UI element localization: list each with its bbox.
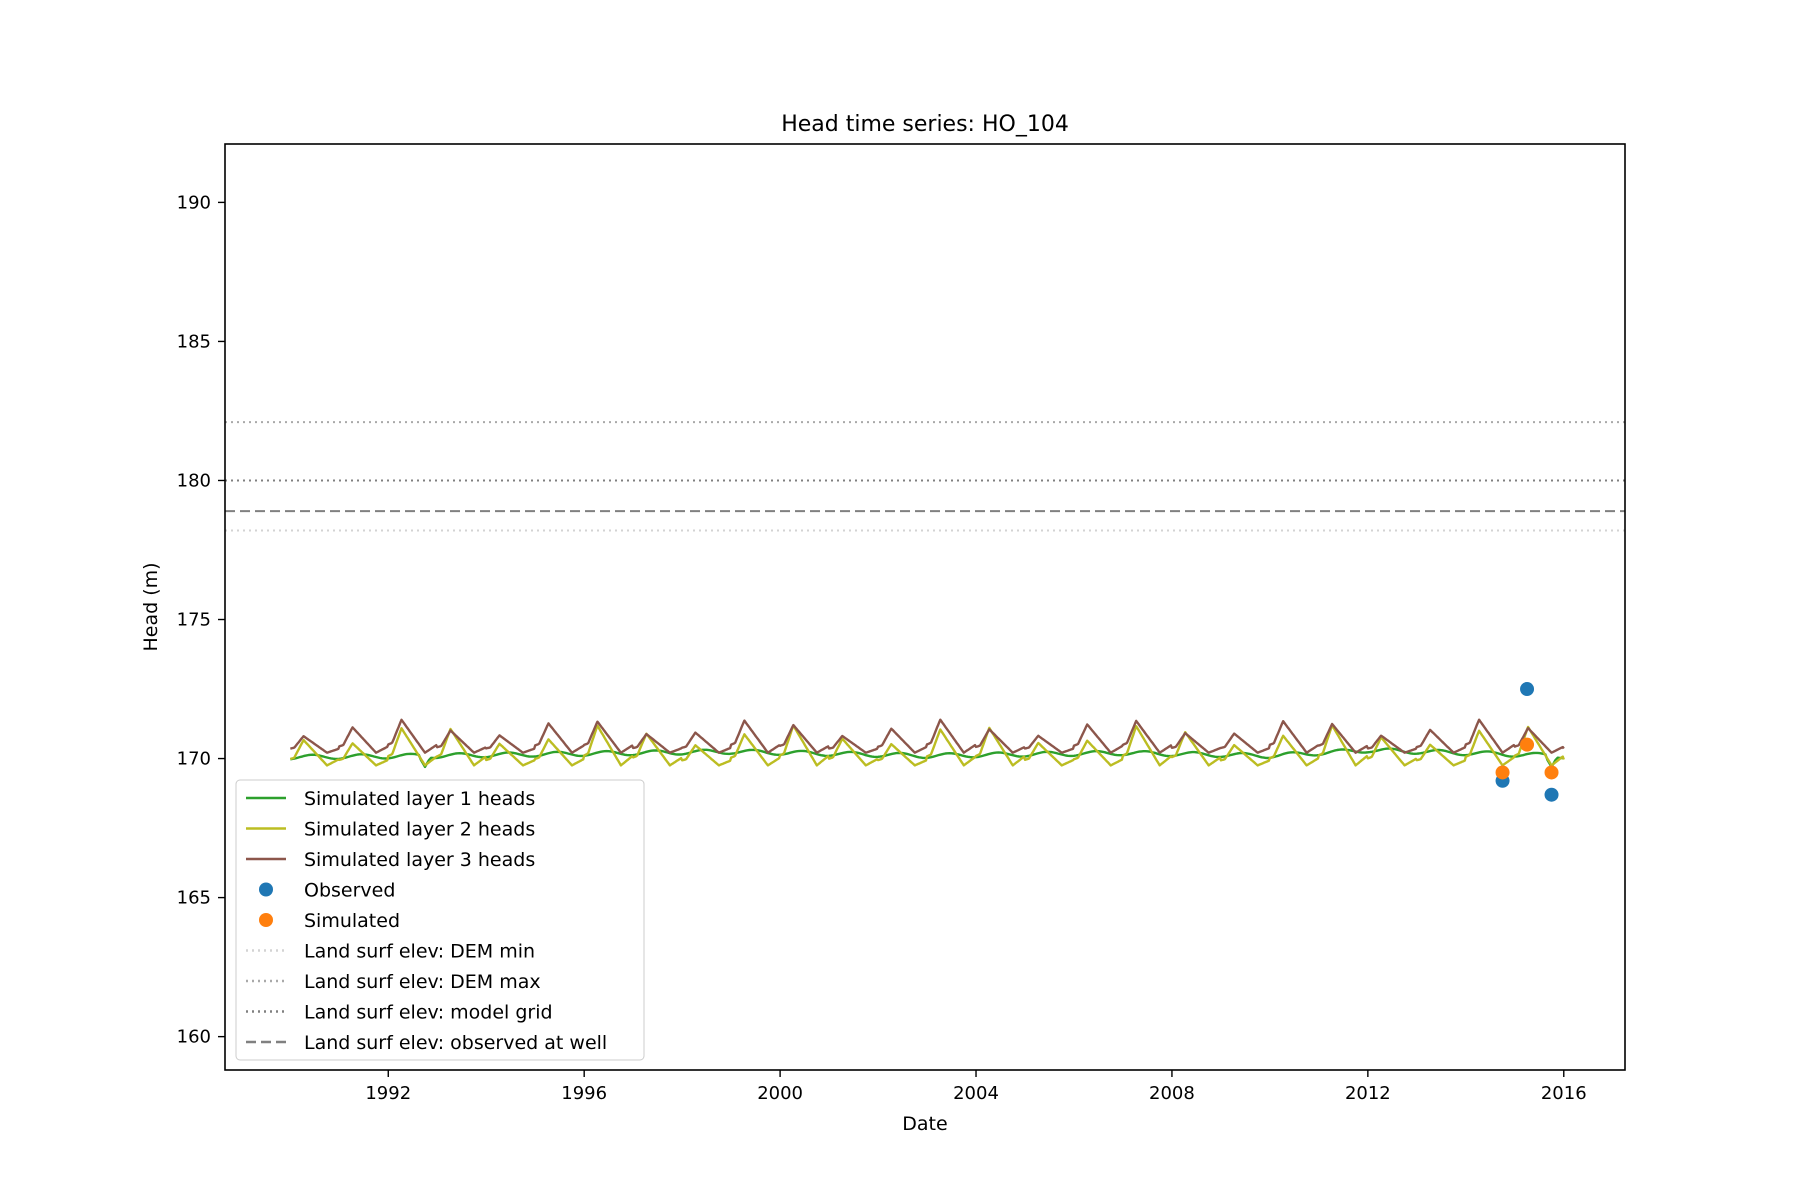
legend-label: Land surf elev: DEM min: [304, 941, 535, 963]
data-point: [1544, 765, 1559, 780]
legend-label: Land surf elev: DEM max: [304, 971, 541, 993]
plot-area: [224, 143, 1626, 1071]
data-point: [1520, 737, 1535, 752]
legend-label: Simulated layer 3 heads: [304, 849, 535, 871]
series-layer: [225, 421, 1625, 802]
x-tick-label: 1996: [561, 1083, 607, 1104]
x-axis: 1992 1996 2000 2004 2008 2012 2016: [365, 1070, 1587, 1104]
legend-box: [235, 779, 645, 1061]
y-axis: 160 165 170 175 180 185 190: [177, 192, 225, 1048]
y-tick-label: 190: [177, 192, 211, 213]
legend: Simulated layer 1 heads Simulated layer 2…: [235, 779, 645, 1061]
legend-marker: [259, 882, 273, 897]
y-tick-label: 160: [177, 1027, 211, 1048]
x-tick-label: 1992: [365, 1083, 411, 1104]
data-point: [1544, 787, 1559, 802]
x-tick-label: 2012: [1345, 1083, 1391, 1104]
x-tick-label: 2016: [1541, 1083, 1587, 1104]
y-tick-label: 185: [177, 331, 211, 352]
x-tick-label: 2008: [1149, 1083, 1195, 1104]
legend-label: Simulated layer 2 heads: [304, 819, 535, 841]
legend-marker: [259, 913, 273, 927]
y-tick-label: 165: [177, 888, 211, 909]
legend-label: Land surf elev: observed at well: [304, 1032, 607, 1054]
series-line-2: [290, 718, 1565, 754]
y-tick-label: 175: [177, 610, 211, 631]
legend-label: Simulated: [304, 910, 400, 932]
chart-title: Head time series: HO_104: [781, 112, 1069, 137]
x-tick-label: 2004: [953, 1083, 999, 1104]
x-axis-label: Date: [902, 1113, 947, 1135]
data-point: [1520, 682, 1535, 697]
legend-label: Land surf elev: model grid: [304, 1002, 553, 1024]
legend-label: Simulated layer 1 heads: [304, 788, 535, 810]
y-axis-label: Head (m): [140, 562, 162, 651]
data-point: [1495, 765, 1510, 780]
x-tick-label: 2000: [757, 1083, 803, 1104]
legend-label: Observed: [304, 880, 395, 902]
y-tick-label: 170: [177, 749, 211, 770]
y-tick-label: 180: [177, 470, 211, 491]
series-line-1: [289, 724, 1565, 767]
plot-frame: [224, 143, 1626, 1071]
